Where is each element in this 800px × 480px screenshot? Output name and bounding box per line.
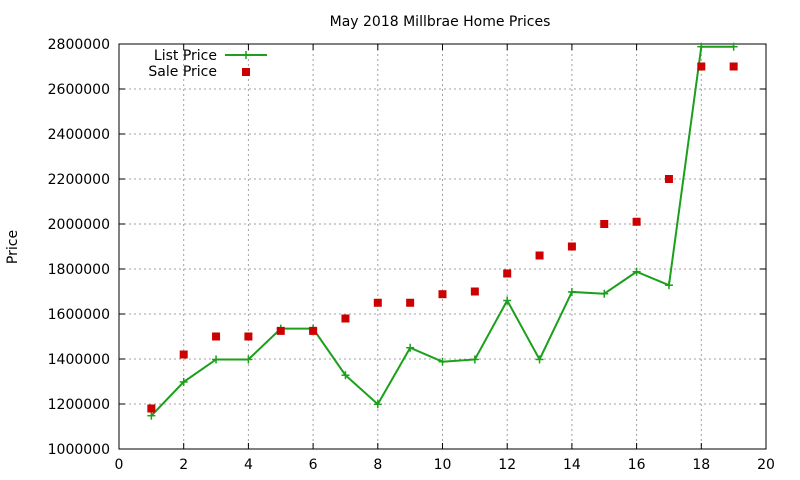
list-price-point — [470, 355, 479, 364]
x-tick-label: 0 — [115, 457, 124, 473]
list-price-point — [179, 377, 188, 386]
x-tick-label: 6 — [309, 457, 318, 473]
sale-price-point — [406, 298, 415, 307]
y-tick-label: 2400000 — [48, 127, 110, 143]
list-price-point — [406, 343, 415, 352]
y-tick-label: 1000000 — [48, 442, 110, 458]
sale-price-point — [244, 332, 253, 341]
sale-price-point — [503, 269, 512, 278]
x-tick-label: 8 — [373, 457, 382, 473]
sale-price-point — [470, 287, 479, 296]
sale-price-point — [567, 242, 576, 251]
sale-price-point — [212, 332, 221, 341]
y-tick-label: 2800000 — [48, 37, 110, 53]
list-price-point — [600, 289, 609, 298]
list-price-point — [567, 287, 576, 296]
sale-price-point — [309, 326, 318, 335]
x-tick-label: 18 — [692, 457, 710, 473]
list-price-point — [244, 355, 253, 364]
sale-price-point — [373, 298, 382, 307]
x-tick-label: 4 — [244, 457, 253, 473]
list-price-point — [373, 400, 382, 409]
series-list-price — [147, 42, 738, 420]
sale-price-point — [438, 290, 447, 299]
y-tick-label: 1200000 — [48, 397, 110, 413]
x-tick-label: 16 — [628, 457, 646, 473]
x-tick-label: 2 — [179, 457, 188, 473]
sale-price-point — [341, 314, 350, 323]
list-price-point — [341, 371, 350, 380]
data-series — [147, 42, 738, 420]
y-tick-label: 2600000 — [48, 82, 110, 98]
sale-price-point — [632, 217, 641, 226]
list-price-point — [729, 42, 738, 51]
sale-price-point — [664, 175, 673, 183]
grid — [119, 44, 766, 449]
list-price-point — [503, 296, 512, 305]
legend-label: List Price — [154, 48, 217, 64]
x-tick-label: 12 — [498, 457, 516, 473]
list-price-point — [438, 357, 447, 366]
legend-plus-sample — [242, 51, 250, 59]
sale-price-point — [179, 350, 188, 359]
sale-price-point — [147, 404, 156, 413]
sale-price-point — [535, 251, 544, 260]
x-tick-label: 20 — [757, 457, 775, 473]
y-tick-label: 2000000 — [48, 217, 110, 233]
y-tick-label: 1800000 — [48, 262, 110, 278]
x-tick-label: 10 — [434, 457, 452, 473]
series-sale-price — [147, 62, 738, 413]
y-axis-label: Price — [5, 230, 21, 264]
y-tick-label: 1400000 — [48, 352, 110, 368]
sale-price-point — [729, 62, 738, 71]
x-tick-label: 14 — [563, 457, 581, 473]
chart-title: May 2018 Millbrae Home Prices — [330, 14, 551, 30]
list-price-point — [664, 281, 673, 290]
list-price-point — [535, 355, 544, 364]
legend-label: Sale Price — [148, 64, 217, 80]
list-price-point — [212, 355, 221, 364]
list-price-point — [147, 411, 156, 420]
y-tick-label: 1600000 — [48, 307, 110, 323]
list-price-point — [632, 267, 641, 276]
list-price-point — [697, 42, 706, 51]
sale-price-point — [276, 326, 285, 335]
sale-price-point — [600, 220, 609, 228]
y-tick-label: 2200000 — [48, 172, 110, 188]
sale-price-point — [697, 62, 706, 71]
axis-ticks: 0 2 4 6 8 10 12 14 16 18 20 1000000 1200000 1400000 16… — [48, 37, 775, 473]
legend-square-sample — [242, 68, 250, 76]
